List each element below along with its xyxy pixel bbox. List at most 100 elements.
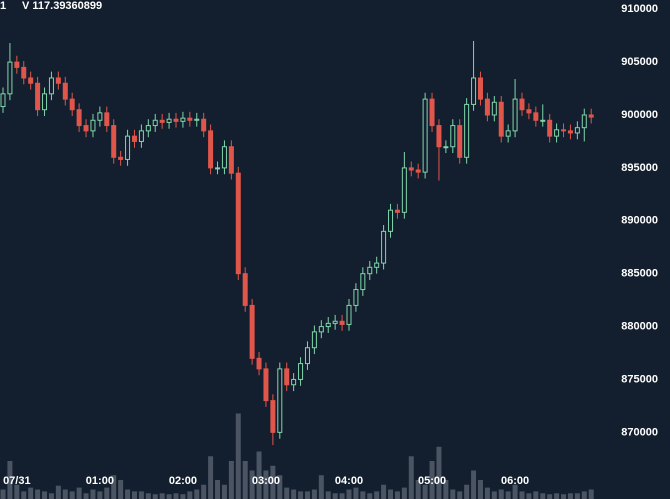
candle-body [339,320,345,325]
x-tick-label: 07/31 [3,475,31,487]
candle-body [48,77,54,95]
volume-bar [554,493,560,499]
volume-bar [263,470,269,499]
volume-bar [208,456,214,499]
volume-bar [256,451,262,499]
candle-body [367,266,373,275]
volume-bar [215,480,221,499]
candle-body [277,368,283,433]
volume-bar [346,489,352,499]
volume-bar [318,475,324,499]
candle-body [35,82,41,111]
y-tick-label: 875000 [621,373,658,385]
candle-body [484,98,490,116]
candle-body [215,167,221,170]
candle-body [291,378,297,386]
candle-body [152,119,158,127]
volume-bar [547,494,553,499]
candle-body [21,66,27,79]
candle-body [97,112,103,121]
candle-body [526,109,532,114]
candle-body [429,98,435,127]
volume-bar [581,491,587,499]
volume-bar [291,489,297,499]
candle-body [561,129,567,132]
volume-bar [145,493,151,499]
candle-body [512,98,518,132]
volume-bar [270,465,276,499]
y-tick-label: 905000 [621,56,658,68]
candle-body [450,125,456,148]
volume-bar [526,493,532,499]
volume-bar [519,491,525,499]
candle-body [14,61,20,68]
volume-bar [235,413,241,499]
candle-body [208,130,214,169]
candle-body [138,130,144,142]
volume-bar [588,489,594,499]
volume-bar [477,480,483,499]
volume-bar [284,487,290,499]
y-tick-label: 910000 [621,3,658,15]
volume-bar [249,470,255,499]
candle-body [90,119,96,132]
volume-bar [298,491,304,499]
volume-bar [311,489,317,499]
volume-bar [90,489,96,499]
volume-bar [498,489,504,499]
candle-body [381,230,387,264]
volume-bar [394,491,400,499]
candle-body [159,119,165,123]
candle-body [471,77,477,105]
candle-body [145,125,151,132]
volume-bar [429,461,435,499]
volume-bar [118,480,124,499]
candle-body [498,101,504,137]
volume-bar [76,487,82,499]
candle-body [201,118,207,132]
volume-bar [152,494,158,499]
volume-bar [104,487,110,499]
volume-bar [457,491,463,499]
y-tick-label: 880000 [621,320,658,332]
x-tick-label: 04:00 [335,475,363,487]
volume-bar [360,491,366,499]
volume-bar [62,489,68,499]
volume-bar [159,493,165,499]
candle-body [346,304,352,325]
volume-bar [97,491,103,499]
candle-body [318,326,324,333]
candle-body [436,125,442,148]
candle-body [0,93,6,108]
volume-bar [173,493,179,499]
candle-body [235,172,241,275]
candle-body [69,98,75,111]
candle-body [554,129,560,137]
volume-bar [83,493,89,499]
candle-body [394,209,400,213]
volume-bar [367,493,373,499]
volume-bar [332,493,338,499]
candle-body [304,347,310,365]
volume-bar [187,491,193,499]
candle-body [533,112,539,121]
candle-body [187,117,193,121]
candle-body [588,114,594,118]
volume-bar [339,493,345,499]
candle-body [125,135,131,160]
volume-bar [0,489,6,499]
candle-body [311,331,317,349]
candle-body [567,130,573,134]
volume-bar [277,475,283,499]
volume-bar [21,491,27,499]
volume-bar [388,489,394,499]
volume-bar [471,470,477,499]
x-tick-label: 03:00 [252,475,280,487]
volume-bar [574,493,580,499]
candle-body [491,101,497,116]
volume-bar [540,493,546,499]
volume-bar [484,487,490,499]
candle-body [457,125,463,158]
volume-bar [14,484,20,499]
candle-body [118,156,124,160]
